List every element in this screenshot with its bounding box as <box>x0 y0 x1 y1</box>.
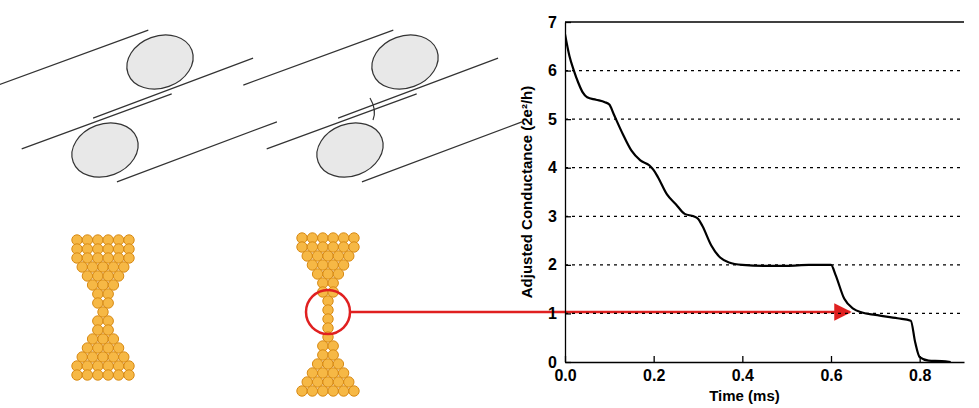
tick-label: 0.2 <box>643 367 665 384</box>
tick-mark <box>831 356 832 362</box>
tick-label: 4 <box>548 159 557 176</box>
tick: 0.2 <box>643 356 665 384</box>
tick: 2 <box>548 256 571 273</box>
data-line <box>565 34 951 362</box>
tick-label: 0.0 <box>554 367 576 384</box>
grid-line <box>565 167 964 168</box>
tick-label: 3 <box>548 208 557 225</box>
tick: 7 <box>548 14 571 31</box>
highlight-circle <box>306 290 350 334</box>
atom-cluster <box>297 233 359 396</box>
grid <box>565 71 964 314</box>
atom <box>124 370 134 380</box>
tick: 3 <box>548 208 571 225</box>
figure: 0.0 0.2 0.4 0.6 0.8 0 1 2 3 4 5 6 7 Time (ms) Adjusted… <box>0 0 979 408</box>
tick-mark <box>654 356 655 362</box>
atom <box>349 386 359 396</box>
tick-label: 0.8 <box>909 367 931 384</box>
tick-mark <box>565 265 571 266</box>
wire-end <box>119 26 201 98</box>
grid-line <box>565 70 964 71</box>
axis-line <box>565 23 566 363</box>
tick: 6 <box>548 62 571 79</box>
tick-label: 6 <box>548 62 557 79</box>
atom <box>318 386 328 396</box>
axis-line <box>566 362 965 363</box>
tick-label: 0.4 <box>732 367 754 384</box>
tick-label: 0 <box>548 354 557 371</box>
atom <box>307 386 317 396</box>
tick-mark <box>565 70 571 71</box>
wire-end <box>309 114 391 187</box>
wire-end <box>64 114 146 187</box>
tick-mark <box>565 119 571 120</box>
tick: 0 <box>548 354 571 371</box>
atom <box>103 370 113 380</box>
neck <box>370 98 374 120</box>
atom <box>93 370 103 380</box>
y-axis-title: Adjusted Conductance (2e²/h) <box>518 86 535 299</box>
tick-mark <box>565 216 571 217</box>
wire-pair <box>0 26 277 186</box>
tick-mark <box>565 313 571 314</box>
tick-label: 2 <box>548 256 557 273</box>
grid-line <box>565 216 964 217</box>
atom <box>328 386 338 396</box>
tick-label: 0.6 <box>820 367 842 384</box>
x-axis-title: Time (ms) <box>709 387 780 404</box>
atom <box>297 386 307 396</box>
tick-mark <box>565 168 571 169</box>
grid-line <box>565 118 964 119</box>
wire-pair <box>243 26 522 186</box>
tick-mark <box>742 356 743 362</box>
tick-mark <box>565 22 571 23</box>
tick: 0.4 <box>732 356 754 384</box>
illustration <box>0 26 850 396</box>
frame-top <box>565 21 964 22</box>
atom <box>113 370 123 380</box>
tick-label: 7 <box>548 14 557 31</box>
x-axis: 0.0 0.2 0.4 0.6 0.8 <box>554 356 964 384</box>
y-axis: 0 1 2 3 4 5 6 7 <box>548 14 571 371</box>
atom-cluster <box>72 235 134 380</box>
atom <box>72 370 82 380</box>
wire-end <box>364 26 446 98</box>
tick-label: 5 <box>548 111 557 128</box>
grid-line <box>565 313 964 314</box>
tick-label: 1 <box>548 305 557 322</box>
tick: 4 <box>548 159 571 176</box>
atom <box>82 370 92 380</box>
atom <box>338 386 348 396</box>
tick-mark <box>565 362 571 363</box>
plot-area <box>565 34 951 362</box>
tick: 5 <box>548 111 571 128</box>
tick: 0.6 <box>820 356 842 384</box>
chart: 0.0 0.2 0.4 0.6 0.8 0 1 2 3 4 5 6 7 Time (ms) Adjusted… <box>518 14 965 404</box>
tick: 1 <box>548 305 571 322</box>
